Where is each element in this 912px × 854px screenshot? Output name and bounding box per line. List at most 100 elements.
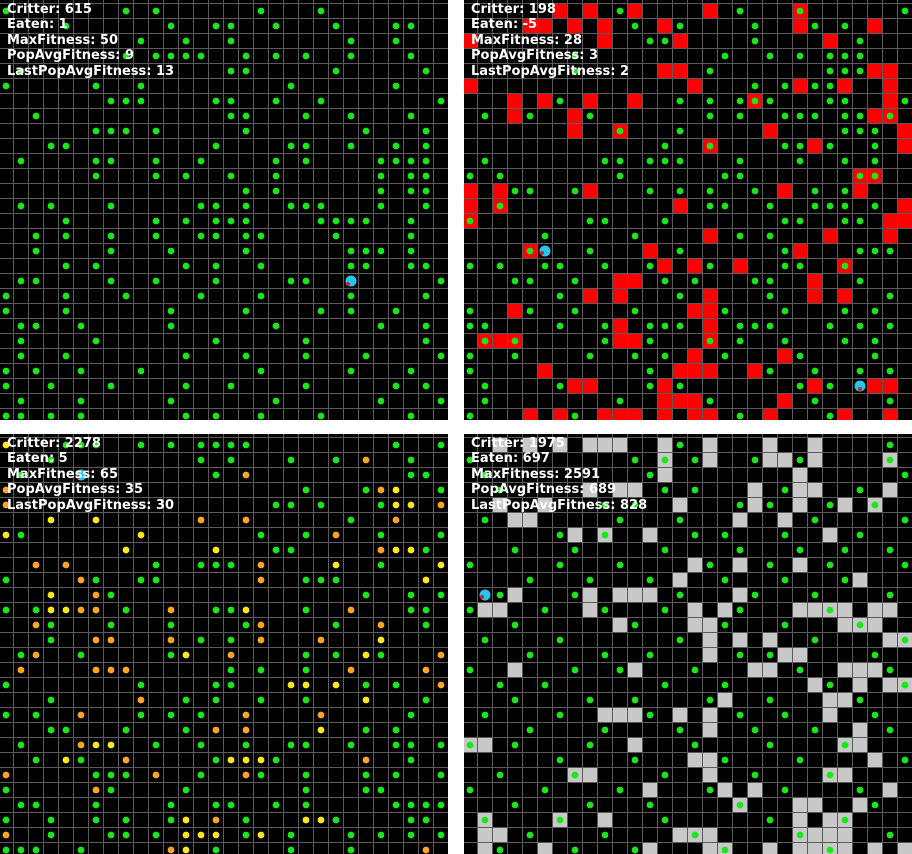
food-green	[631, 501, 639, 509]
critter[interactable]	[75, 469, 87, 481]
food-green	[2, 846, 10, 854]
food-green	[871, 651, 879, 659]
world-grid[interactable]	[0, 434, 448, 854]
food-green	[721, 307, 729, 315]
critter[interactable]	[345, 275, 357, 287]
obstacle-block	[777, 393, 792, 408]
food-green	[212, 337, 220, 345]
food-green	[616, 516, 624, 524]
food-green	[332, 232, 340, 240]
obstacle-block	[522, 408, 537, 420]
last-pop-avg-fitness: LastPopAvgFitness: 13	[7, 63, 175, 79]
food-green	[212, 232, 220, 240]
food-green	[601, 606, 609, 614]
food-green	[481, 382, 489, 390]
food-green	[691, 486, 699, 494]
food-green	[841, 202, 849, 210]
food-green	[841, 157, 849, 165]
food-green	[242, 202, 250, 210]
food-green	[496, 681, 504, 689]
food-green	[586, 217, 594, 225]
world-grid[interactable]	[464, 434, 912, 854]
food-green	[796, 7, 804, 15]
obstacle-block	[657, 393, 672, 408]
food-green	[152, 217, 160, 225]
food-green	[212, 97, 220, 105]
food-green	[422, 172, 430, 180]
food-green	[721, 681, 729, 689]
obstacle-block	[612, 288, 627, 303]
food-green	[751, 456, 759, 464]
food-green	[437, 771, 445, 779]
food-green	[796, 756, 804, 764]
food-yellow	[242, 606, 250, 614]
food-green	[826, 771, 834, 779]
obstacle-block	[612, 587, 627, 602]
food-green	[721, 576, 729, 584]
food-green	[92, 337, 100, 345]
food-green	[646, 337, 654, 345]
critter[interactable]	[854, 380, 866, 392]
food-green	[107, 831, 115, 839]
food-green	[871, 247, 879, 255]
obstacle-block	[687, 78, 702, 93]
obstacle-block	[627, 707, 642, 722]
world-grid[interactable]	[0, 0, 448, 420]
stats-overlay: Critter: 198 Eaten: -5 MaxFitness: 28 Po…	[471, 2, 629, 79]
world-grid[interactable]	[464, 0, 912, 420]
food-green	[197, 561, 205, 569]
food-green	[257, 232, 265, 240]
food-green	[766, 741, 774, 749]
food-green	[212, 846, 220, 854]
food-green	[841, 67, 849, 75]
food-yellow	[2, 531, 10, 539]
obstacle-block	[837, 497, 852, 512]
food-green	[871, 127, 879, 135]
food-green	[676, 97, 684, 105]
obstacle-block	[464, 198, 477, 213]
food-green	[766, 651, 774, 659]
food-green	[511, 696, 519, 704]
food-orange	[32, 651, 40, 659]
food-green	[781, 531, 789, 539]
food-green	[886, 367, 894, 375]
food-green	[736, 172, 744, 180]
obstacle-block	[597, 707, 612, 722]
food-green	[77, 412, 85, 420]
food-green	[422, 157, 430, 165]
food-green	[751, 726, 759, 734]
food-green	[197, 636, 205, 644]
food-green	[212, 561, 220, 569]
food-orange	[2, 771, 10, 779]
food-green	[511, 741, 519, 749]
food-green	[466, 561, 474, 569]
obstacle-block	[837, 617, 852, 632]
food-green	[362, 771, 370, 779]
food-green	[826, 322, 834, 330]
food-green	[437, 97, 445, 105]
food-green	[62, 22, 70, 30]
food-green	[242, 247, 250, 255]
obstacle-block	[807, 273, 822, 288]
food-green	[736, 112, 744, 120]
food-green	[856, 696, 864, 704]
obstacle-block	[672, 63, 687, 78]
critter[interactable]	[539, 245, 551, 257]
obstacle-block	[464, 78, 477, 93]
food-green	[407, 816, 415, 824]
food-green	[272, 501, 280, 509]
food-green	[107, 771, 115, 779]
food-green	[871, 501, 879, 509]
obstacle-block	[882, 213, 897, 228]
food-green	[272, 801, 280, 809]
food-green	[856, 322, 864, 330]
food-green	[152, 741, 160, 749]
food-green	[332, 816, 340, 824]
food-green	[856, 67, 864, 75]
food-yellow	[182, 846, 190, 854]
food-yellow	[392, 501, 400, 509]
food-green	[122, 831, 130, 839]
critter[interactable]	[479, 589, 491, 601]
food-green	[541, 786, 549, 794]
food-layer	[466, 7, 909, 420]
